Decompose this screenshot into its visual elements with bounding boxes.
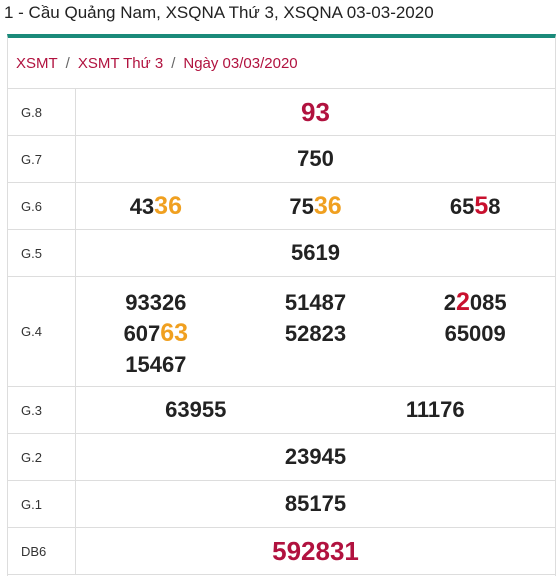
prize-g1-number: 85175 [284,491,347,516]
prize-g4-number: 52823 [284,321,347,346]
prize-g4-number: 60763 [123,319,189,347]
row-label: G.7 [8,136,76,182]
prize-g6-number-1: 4336 [129,191,182,220]
row-label: G.3 [8,387,76,433]
prize-special-number: 592831 [272,535,359,566]
breadcrumb-item-date[interactable]: Ngày 03/03/2020 [183,54,298,72]
prize-g6-number-2: 7536 [289,191,342,220]
prize-g6-number-3: 6558 [449,191,501,220]
breadcrumb-item-xsmt[interactable]: XSMT [16,54,58,72]
row-label: G.5 [8,230,76,276]
breadcrumb-item-xsmt-thu3[interactable]: XSMT Thứ 3 [77,54,164,72]
row-g5: G.5 5619 [8,230,555,277]
row-label: G.1 [8,481,76,527]
breadcrumb-separator: / [65,54,70,72]
row-g7: G.7 750 [8,136,555,183]
prize-g4-number: 65009 [444,321,506,346]
row-label: G.6 [8,183,76,229]
prize-g4-number: 22085 [443,288,507,316]
row-g8: G.8 93 [8,89,555,136]
row-g2: G.2 23945 [8,434,555,481]
prize-g4-number: 51487 [284,290,347,315]
breadcrumb-separator: / [171,54,176,72]
prize-g4-number: 93326 [125,290,187,315]
prize-g2-number: 23945 [284,444,347,469]
prize-g8-number: 93 [301,96,330,127]
results-table: XSMT / XSMT Thứ 3 / Ngày 03/03/2020 G.8 … [7,34,556,576]
prize-g3-number-1: 63955 [165,397,227,422]
prize-g4-number: 15467 [125,352,187,377]
row-g3: G.3 63955 11176 [8,387,555,434]
row-label: G.4 [8,277,76,386]
row-label: G.8 [8,89,76,135]
row-label: G.2 [8,434,76,480]
prize-g7-number: 750 [297,146,334,171]
prize-g3-number-2: 11176 [405,397,465,422]
row-g4: G.4 93326 60763 15467 51487 52823 22085 … [8,277,555,387]
breadcrumb: XSMT / XSMT Thứ 3 / Ngày 03/03/2020 [8,38,555,89]
page-title: 1 - Cầu Quảng Nam, XSQNA Thứ 3, XSQNA 03… [4,3,434,22]
row-db: DB6 592831 [8,528,555,575]
row-label: DB6 [8,528,76,574]
row-g1: G.1 85175 [8,481,555,528]
prize-g5-number: 5619 [291,240,340,265]
row-g6: G.6 4336 7536 6558 [8,183,555,230]
